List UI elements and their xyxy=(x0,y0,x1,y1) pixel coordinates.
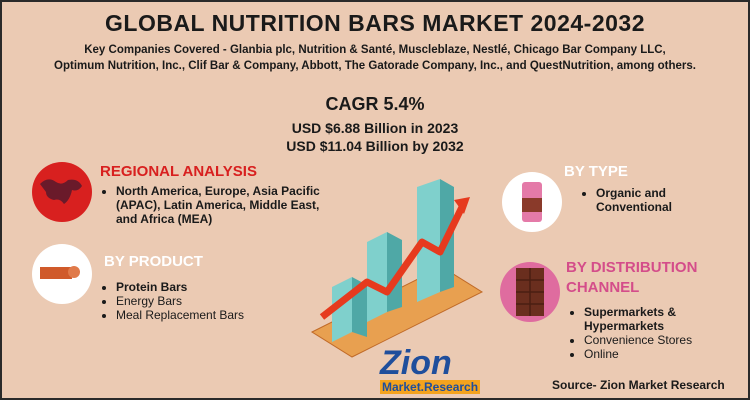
section-heading: BY PRODUCT xyxy=(104,253,203,270)
bars-illustration xyxy=(319,179,470,342)
list-item: Supermarkets & Hypermarkets xyxy=(584,305,724,333)
list-item: Protein Bars xyxy=(116,280,316,294)
stat: USD $11.04 Billion by 2032 xyxy=(286,138,464,154)
section-heading: BY DISTRIBUTION CHANNEL xyxy=(566,259,698,296)
logo-name: Zion xyxy=(380,344,452,382)
bar-icon xyxy=(40,267,72,279)
list-item: Energy Bars xyxy=(116,294,316,308)
list-item: Convenience Stores xyxy=(584,333,724,347)
type-bar-band xyxy=(522,198,542,212)
list: Supermarkets & Hypermarkets Convenience … xyxy=(568,305,724,361)
list-item: Meal Replacement Bars xyxy=(116,308,316,322)
list: North America, Europe, Asia Pacific (APA… xyxy=(100,184,326,226)
list-item: Organic and Conventional xyxy=(596,186,696,214)
cagr: CAGR 5.4% xyxy=(325,94,425,114)
list-item: North America, Europe, Asia Pacific (APA… xyxy=(116,184,326,226)
list: Protein Bars Energy Bars Meal Replacemen… xyxy=(100,280,316,322)
hand-icon xyxy=(68,266,80,278)
stat: USD $6.88 Billion in 2023 xyxy=(291,120,459,136)
logo-tagline: Market.Research xyxy=(380,380,481,394)
section-heading: BY TYPE xyxy=(564,163,628,180)
list: Organic and Conventional xyxy=(580,186,696,214)
subtitle: Key Companies Covered - Glanbia plc, Nut… xyxy=(84,44,666,56)
subtitle: Optimum Nutrition, Inc., Clif Bar & Comp… xyxy=(54,60,696,72)
list-item: Online xyxy=(584,347,724,361)
world-map xyxy=(40,179,82,204)
section-heading: REGIONAL ANALYSIS xyxy=(100,163,257,180)
source: Source- Zion Market Research xyxy=(552,378,725,392)
title: GLOBAL NUTRITION BARS MARKET 2024-2032 xyxy=(105,10,645,36)
